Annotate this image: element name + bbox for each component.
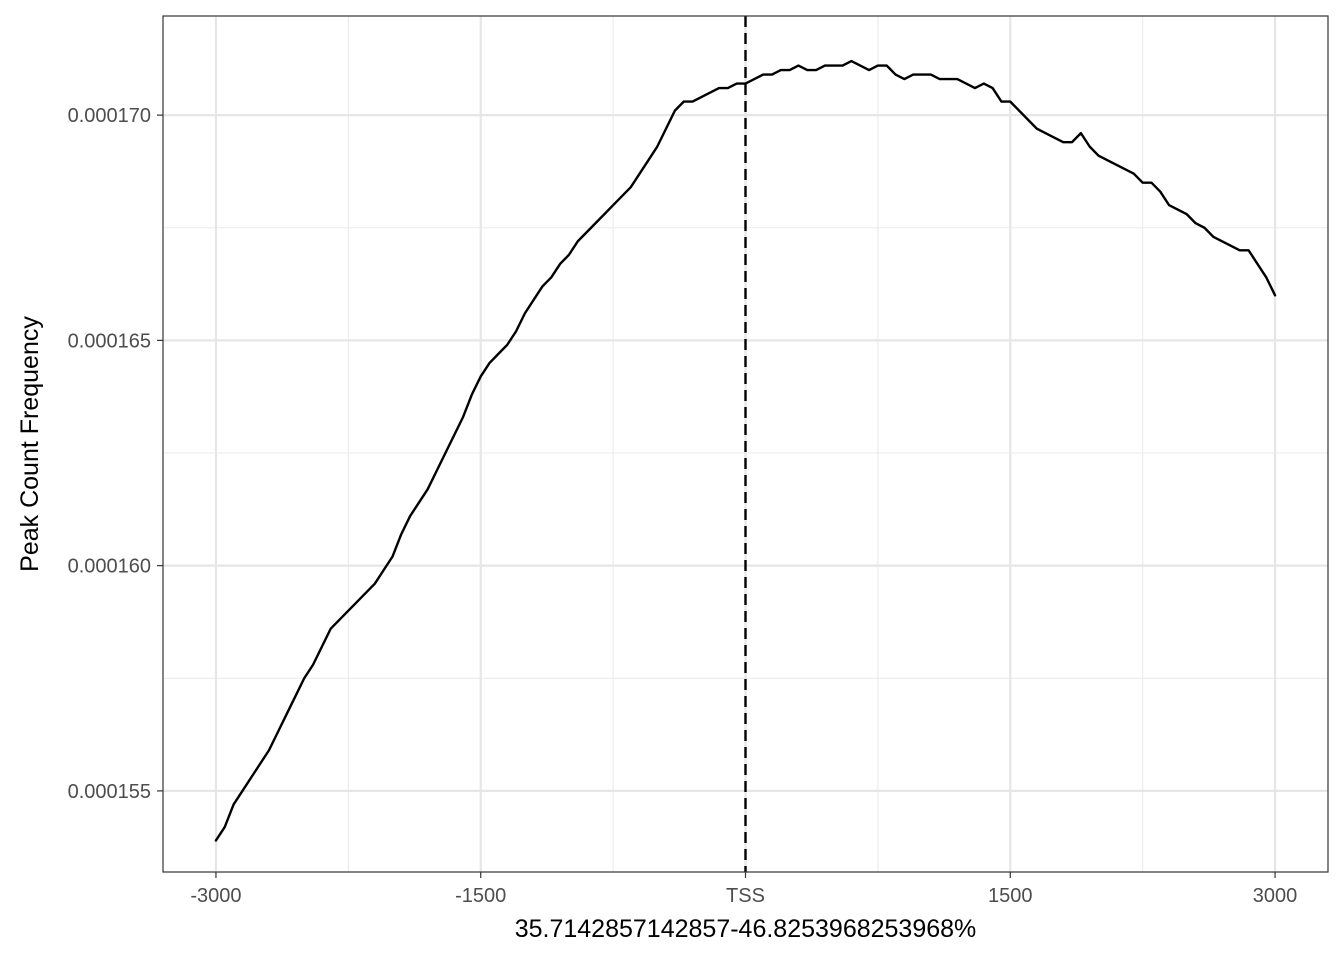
y-tick-label: 0.000165: [68, 330, 151, 352]
series-layer: [214, 59, 1277, 842]
y-tick-label: 0.000155: [68, 781, 151, 803]
x-tick-label: TSS: [726, 885, 765, 907]
y-tick-label: 0.000170: [68, 105, 151, 127]
x-tick-label: -3000: [190, 885, 241, 907]
y-axis: 0.000155 0.000160 0.000165 0.000170: [68, 105, 163, 803]
x-axis: -3000 -1500 TSS 1500 3000: [190, 872, 1297, 907]
series-line: [214, 59, 1277, 842]
x-tick-label: 1500: [988, 885, 1033, 907]
x-tick-label: 3000: [1253, 885, 1298, 907]
x-tick-label: -1500: [455, 885, 506, 907]
y-axis-title: Peak Count Frequency: [16, 316, 44, 572]
y-tick-label: 0.000160: [68, 556, 151, 578]
x-axis-title: 35.7142857142857-46.8253968253968%: [515, 915, 977, 943]
